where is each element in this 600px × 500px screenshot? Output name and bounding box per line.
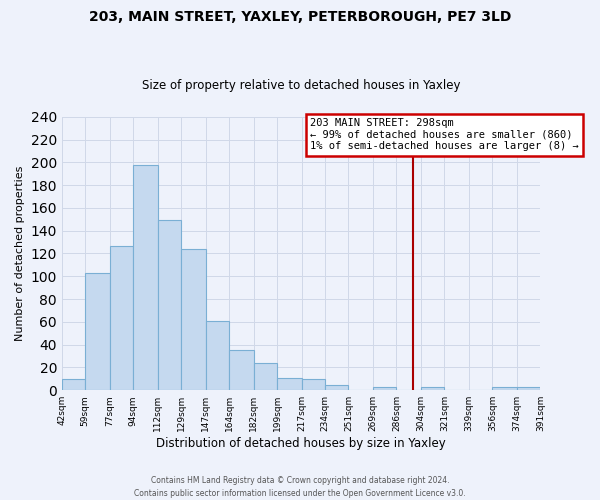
Bar (325, 384, 349, 390)
Bar (229, 350, 254, 390)
Y-axis label: Number of detached properties: Number of detached properties (15, 166, 25, 341)
Bar (493, 387, 517, 390)
Text: Contains HM Land Registry data © Crown copyright and database right 2024.
Contai: Contains HM Land Registry data © Crown c… (134, 476, 466, 498)
Bar (158, 220, 181, 390)
Bar (517, 387, 541, 390)
Bar (85, 273, 110, 390)
Bar (373, 387, 397, 390)
Text: 203, MAIN STREET, YAXLEY, PETERBOROUGH, PE7 3LD: 203, MAIN STREET, YAXLEY, PETERBOROUGH, … (89, 10, 511, 24)
Bar (181, 249, 206, 390)
Bar (62, 379, 85, 390)
Bar (206, 320, 229, 390)
Text: 203 MAIN STREET: 298sqm
← 99% of detached houses are smaller (860)
1% of semi-de: 203 MAIN STREET: 298sqm ← 99% of detache… (310, 118, 578, 152)
Bar (133, 164, 158, 390)
Bar (421, 387, 445, 390)
Bar (302, 379, 325, 390)
Bar (254, 363, 277, 390)
X-axis label: Distribution of detached houses by size in Yaxley: Distribution of detached houses by size … (156, 437, 446, 450)
Bar (110, 246, 133, 390)
Title: Size of property relative to detached houses in Yaxley: Size of property relative to detached ho… (142, 79, 460, 92)
Bar (277, 378, 302, 390)
